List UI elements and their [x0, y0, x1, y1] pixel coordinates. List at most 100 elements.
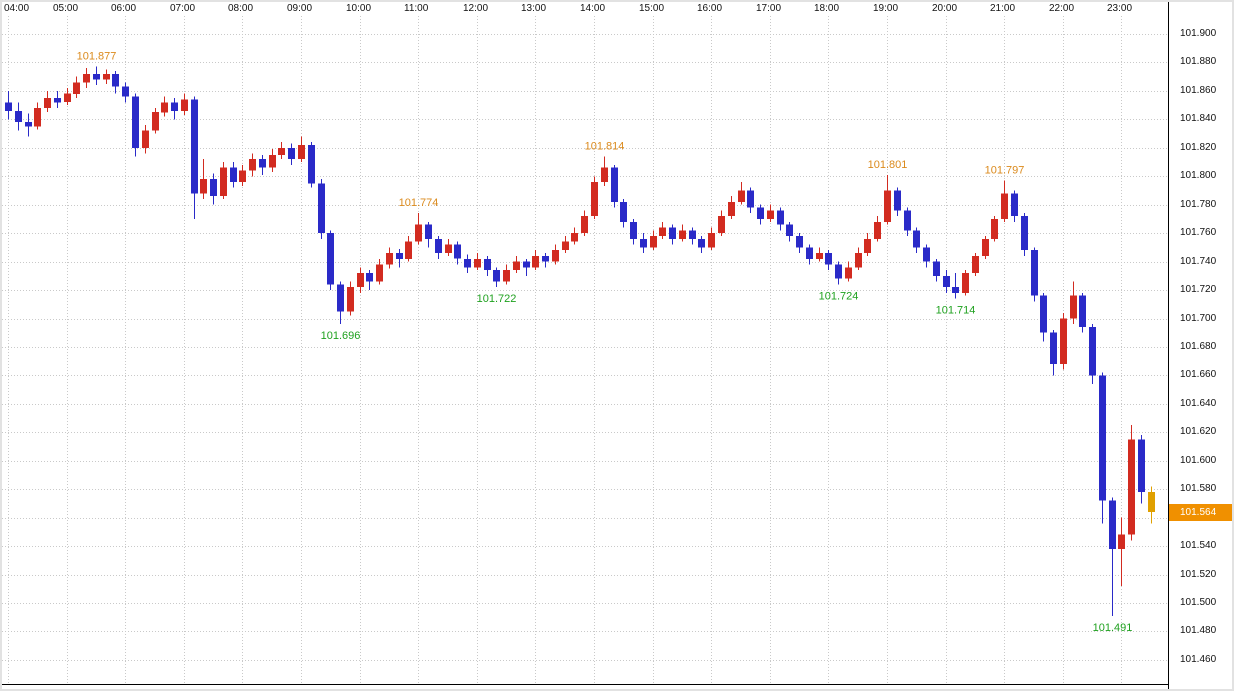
time-axis-label: 19:00 [873, 3, 899, 14]
time-axis-label: 15:00 [639, 3, 665, 14]
candle [816, 247, 823, 262]
time-axis-label: 07:00 [170, 3, 196, 14]
candle [601, 156, 608, 187]
candle [249, 153, 256, 177]
chart-plot-area[interactable]: 101.877 101.696 101.774 101.722 101.814 101.7… [2, 16, 1168, 684]
candle [73, 76, 80, 98]
candle [415, 213, 422, 245]
candle [581, 210, 588, 236]
candles [5, 66, 1155, 616]
time-axis: 04:00 05:00 06:00 07:00 08:00 09:00 10:00 11:00… [2, 2, 1168, 16]
candle [835, 261, 842, 285]
candle [15, 102, 22, 131]
candle [386, 247, 393, 269]
candle [191, 96, 198, 219]
low-annotation: 101.722 [477, 293, 517, 305]
candle [894, 187, 901, 217]
candle [1070, 281, 1077, 325]
candle [845, 261, 852, 282]
candle [376, 258, 383, 285]
candle [650, 230, 657, 251]
axis-separator-horizontal [2, 684, 1168, 685]
candle [83, 68, 90, 89]
candle [484, 255, 491, 276]
candle [962, 270, 969, 296]
low-annotation: 101.724 [819, 290, 859, 302]
candle [884, 174, 891, 225]
candle [396, 248, 403, 268]
axis-separator-vertical [1168, 2, 1169, 689]
candle [44, 90, 51, 113]
candle [5, 90, 12, 120]
price-axis-label: 101.880 [1180, 56, 1217, 67]
candle [767, 204, 774, 222]
candle [112, 71, 119, 94]
time-axis-label: 11:00 [404, 3, 429, 14]
candle [474, 253, 481, 271]
candle [161, 96, 168, 117]
candle [278, 142, 285, 160]
candle [630, 218, 637, 245]
price-axis-label: 101.900 [1180, 28, 1217, 39]
price-axis-label: 101.580 [1180, 483, 1217, 494]
time-axis-label: 17:00 [756, 3, 782, 14]
candle [34, 102, 41, 130]
candle [152, 108, 159, 134]
candle [952, 273, 959, 299]
price-axis-label: 101.480 [1180, 625, 1217, 636]
candle [318, 179, 325, 239]
candle [454, 241, 461, 265]
candle [806, 244, 813, 265]
time-axis-label: 12:00 [463, 3, 489, 14]
candle [239, 164, 246, 187]
price-axis-label: 101.740 [1180, 256, 1217, 267]
candle [142, 125, 149, 154]
time-axis-label: 23:00 [1107, 3, 1133, 14]
low-annotation: 101.491 [1093, 622, 1133, 634]
candle [1148, 486, 1155, 524]
time-axis-label: 04:00 [4, 3, 30, 14]
candle [972, 253, 979, 276]
time-axis-label: 21:00 [990, 3, 1016, 14]
candle [1079, 292, 1086, 333]
candle [445, 238, 452, 256]
candle [357, 267, 364, 293]
candle [298, 136, 305, 162]
candle [611, 164, 618, 208]
time-axis-label: 22:00 [1049, 3, 1075, 14]
candle [513, 255, 520, 273]
price-axis-label: 101.840 [1180, 113, 1217, 124]
candle [259, 154, 266, 175]
candle [874, 216, 881, 242]
candle [1118, 517, 1125, 586]
time-axis-label: 09:00 [287, 3, 313, 14]
price-axis-label: 101.500 [1180, 597, 1217, 608]
candle [1011, 190, 1018, 222]
price-axis-label: 101.780 [1180, 199, 1217, 210]
candle [337, 281, 344, 325]
candle [532, 250, 539, 271]
candle [982, 236, 989, 259]
price-axis-label: 101.760 [1180, 227, 1217, 238]
candle [864, 233, 871, 256]
candle [1099, 372, 1106, 524]
candle [620, 199, 627, 228]
candle [64, 88, 71, 106]
time-axis-label: 16:00 [697, 3, 723, 14]
price-axis-label: 101.620 [1180, 426, 1217, 437]
candle [181, 93, 188, 116]
high-annotation: 101.801 [868, 159, 908, 171]
candle [1031, 247, 1038, 302]
price-axis-label: 101.720 [1180, 284, 1217, 295]
candle [562, 236, 569, 254]
price-axis-label: 101.520 [1180, 569, 1217, 580]
candle [210, 173, 217, 205]
candle [747, 187, 754, 214]
candle [689, 227, 696, 245]
candle [132, 93, 139, 157]
candle [708, 227, 715, 251]
high-annotation: 101.797 [985, 165, 1025, 177]
candle [933, 258, 940, 282]
candle [738, 181, 745, 205]
candle [542, 253, 549, 268]
